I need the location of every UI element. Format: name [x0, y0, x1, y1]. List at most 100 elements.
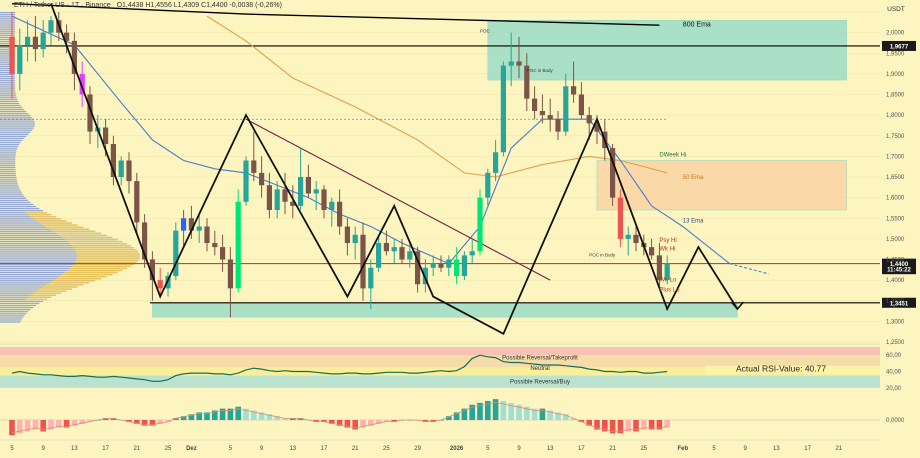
- rsi-neutral-band: [0, 367, 880, 376]
- time-tick: 13: [773, 446, 780, 452]
- macd-histogram-bar: [204, 412, 210, 420]
- time-tick: 17: [102, 446, 109, 452]
- volume-bar: [0, 69, 16, 72]
- volume-bar: [0, 36, 15, 39]
- time-tick: 13: [289, 446, 296, 452]
- macd-histogram-bar: [555, 412, 561, 420]
- volume-bar: [0, 197, 27, 199]
- time-tick: 25: [165, 446, 172, 452]
- volume-bar: [0, 12, 15, 14]
- macd-histogram-bar: [165, 420, 171, 422]
- currency-label: USDT: [887, 6, 905, 13]
- annotation: POC in Body: [589, 253, 616, 258]
- candle-body: [290, 201, 296, 206]
- candle-body: [305, 177, 311, 194]
- volume-bar: [0, 170, 16, 173]
- price-tick: 1,4000: [886, 278, 905, 284]
- volume-bar-value-area: [76, 257, 140, 259]
- volume-bar: [0, 309, 31, 311]
- volume-bar: [0, 302, 40, 305]
- volume-bar: [0, 100, 19, 102]
- volume-bar: [0, 156, 16, 158]
- candle-body: [220, 247, 226, 260]
- volume-bar: [0, 144, 20, 146]
- macd-histogram-bar: [188, 414, 195, 420]
- time-tick: 21: [133, 446, 140, 452]
- volume-bar: [0, 22, 15, 24]
- candle-body: [196, 226, 202, 231]
- macd-histogram-bar: [664, 420, 670, 428]
- price-tick: 1,9000: [886, 72, 905, 78]
- volume-bar: [0, 243, 127, 245]
- volume-bar-value-area: [42, 224, 78, 226]
- price-tag-label: 1,4400: [890, 262, 909, 268]
- candle-body: [461, 255, 467, 276]
- volume-bar-value-area: [64, 238, 118, 241]
- volume-bar: [0, 104, 21, 107]
- volume-bar: [0, 317, 23, 319]
- candle-body: [266, 185, 272, 210]
- macd-histogram-bar: [9, 420, 15, 436]
- candle-body: [274, 189, 280, 210]
- volume-bar: [0, 300, 44, 303]
- volume-bar-value-area: [30, 294, 57, 296]
- price-axis: [880, 0, 920, 453]
- volume-bar: [0, 98, 18, 100]
- macd-histogram-bar: [531, 408, 538, 420]
- volume-bar: [0, 212, 48, 214]
- volume-bar: [0, 18, 15, 20]
- macd-histogram-bar: [32, 420, 39, 430]
- macd-histogram-bar: [71, 420, 78, 426]
- macd-histogram-bar: [368, 420, 374, 426]
- macd-histogram-bar: [40, 420, 46, 432]
- candle-body: [563, 86, 569, 132]
- price-tick: 1,5000: [886, 237, 905, 243]
- candle-body: [298, 177, 304, 206]
- volume-bar-value-area: [49, 282, 90, 284]
- volume-bar: [0, 47, 15, 49]
- volume-bar-value-area: [45, 284, 84, 286]
- candle-body: [40, 32, 46, 50]
- volume-bar: [0, 278, 102, 280]
- volume-bar-value-area: [33, 218, 61, 220]
- macd-histogram-bar: [227, 408, 234, 420]
- time-tick: 5: [486, 446, 490, 452]
- candle-body: [110, 144, 116, 177]
- rsi-band-label: Possible Reversal/Buy: [510, 379, 570, 385]
- candle-body: [181, 218, 187, 231]
- candle-body: [368, 267, 374, 289]
- candle-body: [157, 280, 163, 289]
- volume-bar: [0, 141, 21, 144]
- macd-histogram-bar: [383, 420, 390, 422]
- volume-bar: [0, 255, 140, 257]
- volume-bar: [0, 55, 16, 57]
- price-tag-label: 1,9677: [890, 44, 909, 50]
- volume-bar: [0, 183, 18, 185]
- volume-bar: [0, 174, 17, 177]
- annotation: DWeek Hi: [659, 152, 686, 158]
- price-tag: [882, 297, 916, 308]
- volume-bar: [0, 106, 23, 109]
- volume-bar: [0, 286, 78, 288]
- candle-body: [469, 251, 475, 256]
- macd-histogram-bar: [212, 410, 218, 420]
- price-tag: [882, 264, 916, 275]
- macd-histogram-bar: [243, 408, 249, 420]
- volume-bar: [0, 313, 27, 315]
- volume-bar: [0, 152, 16, 154]
- volume-bar: [0, 236, 113, 239]
- volume-bar: [0, 166, 16, 168]
- candle-body: [446, 259, 452, 268]
- macd-histogram-bar: [352, 420, 358, 430]
- volume-bar-value-area: [55, 232, 102, 234]
- macd-histogram-bar: [344, 420, 351, 428]
- volume-bar: [0, 84, 16, 86]
- volume-bar-value-area: [36, 290, 67, 292]
- macd-histogram-bar: [173, 418, 179, 420]
- volume-bar: [0, 276, 107, 278]
- macd-histogram-bar: [524, 406, 530, 420]
- macd-histogram-bar: [422, 420, 429, 422]
- macd-histogram-bar: [516, 404, 522, 420]
